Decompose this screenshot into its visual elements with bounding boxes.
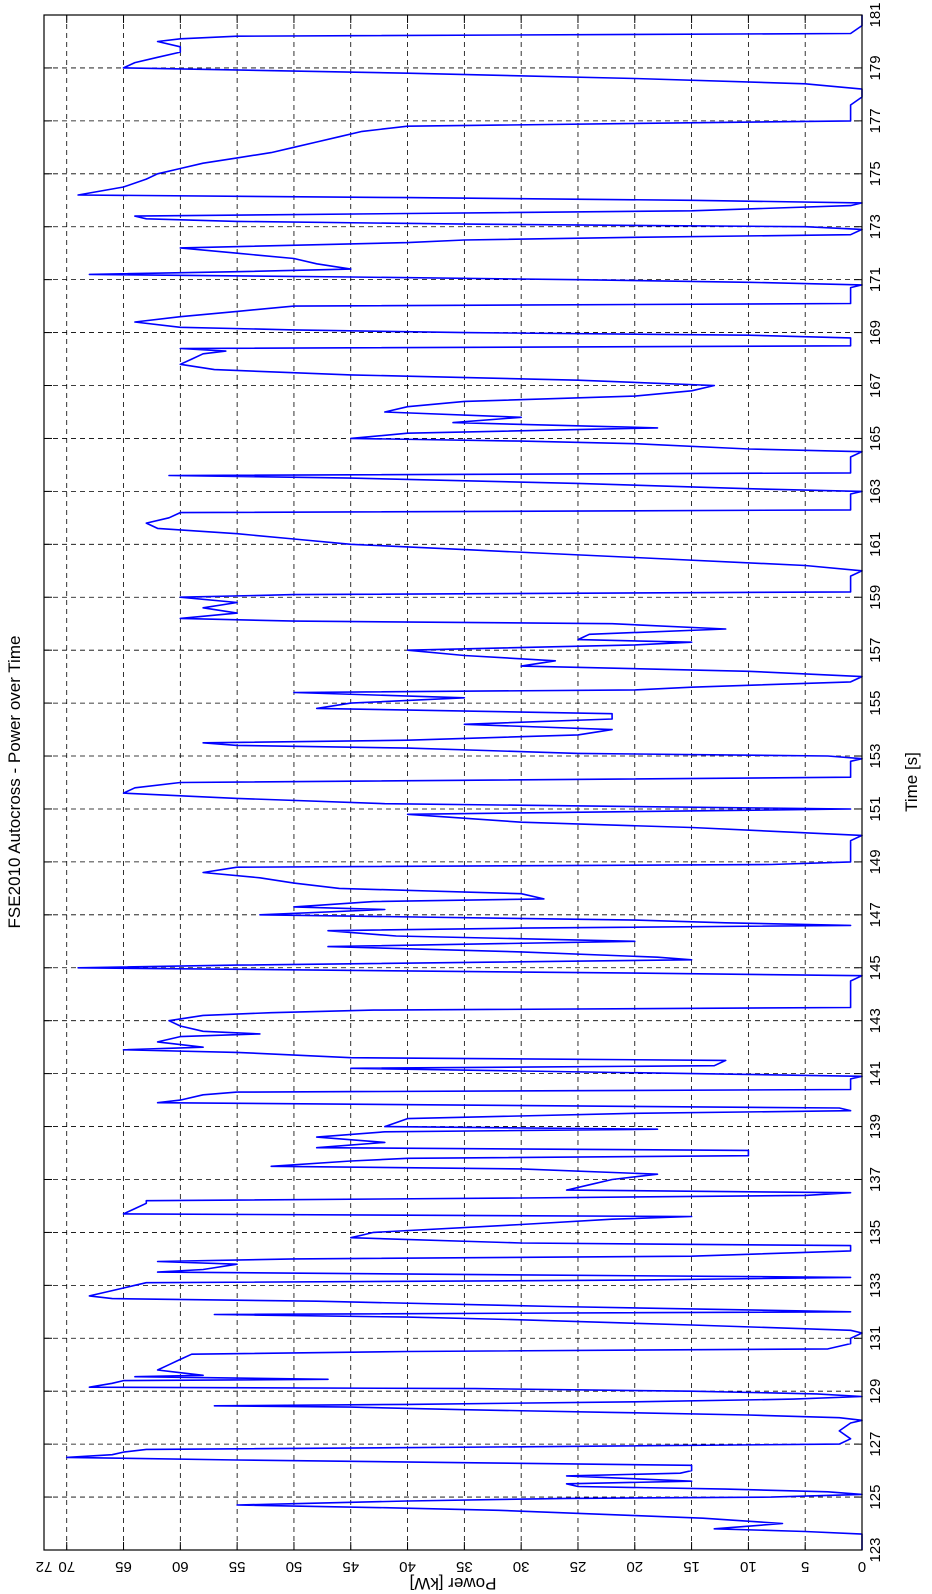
- x-tick-label: 155: [867, 691, 884, 716]
- y-tick-label: 40: [399, 1558, 416, 1575]
- x-tick-label: 149: [867, 849, 884, 874]
- y-tick-label: 70: [58, 1558, 75, 1575]
- x-tick-label: 133: [867, 1273, 884, 1298]
- x-tick-label: 163: [867, 479, 884, 504]
- x-tick-label: 129: [867, 1379, 884, 1404]
- x-tick-label: 159: [867, 585, 884, 610]
- x-axis-label: Time [s]: [902, 752, 921, 812]
- y-tick-label: 15: [683, 1558, 700, 1575]
- y-axis-label: Power [kW]: [410, 1574, 497, 1593]
- series-layer: [65, 15, 863, 1550]
- y-tick-label: 50: [286, 1558, 303, 1575]
- y-tick-labels: 0 5 10 15 20 25 30 35 40 45 50 55 60 65 70 72: [36, 1558, 867, 1575]
- y-tick-label: 60: [172, 1558, 189, 1575]
- x-tick-label: 181: [867, 2, 884, 27]
- y-tick-label: 72: [36, 1558, 53, 1575]
- x-tick-label: 135: [867, 1220, 884, 1245]
- x-tick-label: 179: [867, 55, 884, 80]
- x-tick-label: 167: [867, 373, 884, 398]
- chart-title: FSE2010 Autocross - Power over Time: [5, 636, 24, 929]
- x-tick-label: 175: [867, 161, 884, 186]
- y-tick-label: 35: [456, 1558, 473, 1575]
- x-tick-label: 169: [867, 320, 884, 345]
- x-tick-label: 157: [867, 638, 884, 663]
- grid-lines: [43, 14, 863, 1551]
- x-tick-label: 139: [867, 1114, 884, 1139]
- x-tick-label: 137: [867, 1167, 884, 1192]
- x-tick-label: 161: [867, 532, 884, 557]
- x-tick-label: 145: [867, 955, 884, 980]
- y-tick-label: 10: [740, 1558, 757, 1575]
- plot-frame: [43, 14, 863, 1551]
- x-tick-label: 123: [867, 1537, 884, 1562]
- x-tick-label: 125: [867, 1485, 884, 1510]
- x-tick-label: 151: [867, 796, 884, 821]
- x-tick-label: 131: [867, 1326, 884, 1351]
- x-tick-label: 147: [867, 902, 884, 927]
- x-tick-label: 141: [867, 1061, 884, 1086]
- y-tick-label: 65: [115, 1558, 132, 1575]
- x-tick-label: 127: [867, 1432, 884, 1457]
- x-tick-label: 173: [867, 214, 884, 239]
- x-tick-label: 143: [867, 1008, 884, 1033]
- x-tick-label: 153: [867, 744, 884, 769]
- y-tick-label: 25: [570, 1558, 587, 1575]
- y-tick-label: 5: [801, 1558, 809, 1575]
- x-tick-label: 171: [867, 267, 884, 292]
- y-tick-label: 0: [858, 1558, 866, 1575]
- y-tick-label: 55: [229, 1558, 246, 1575]
- x-tick-labels: 123 125 127 129 131 133 135 137 139 141 143 145 147 1…: [867, 2, 884, 1562]
- x-tick-label: 165: [867, 426, 884, 451]
- power-series-line: [65, 15, 863, 1550]
- y-tick-label: 20: [626, 1558, 643, 1575]
- x-tick-label: 177: [867, 108, 884, 133]
- y-tick-label: 30: [513, 1558, 530, 1575]
- y-tick-label: 45: [342, 1558, 359, 1575]
